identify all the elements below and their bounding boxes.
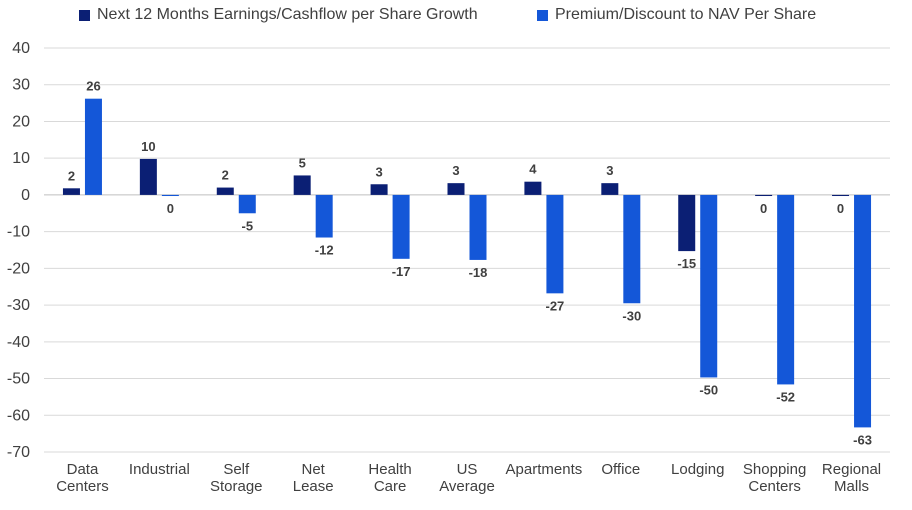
legend-item-earnings-growth: Next 12 Months Earnings/Cashflow per Sha… [79, 6, 478, 24]
y-tick-label: 10 [12, 150, 30, 167]
y-tick-label: -30 [7, 297, 30, 314]
x-tick-label: Centers [56, 478, 109, 495]
data-label-earnings-growth: 3 [375, 164, 382, 179]
bar-nav-premium [161, 194, 179, 197]
y-tick-label: 0 [21, 187, 30, 204]
data-label-nav-premium: -30 [622, 308, 641, 323]
bar-nav-premium [623, 194, 641, 304]
data-label-nav-premium: -63 [853, 432, 872, 447]
data-label-nav-premium: -52 [776, 389, 795, 404]
data-label-nav-premium: -17 [392, 264, 411, 279]
bar-nav-premium [84, 98, 102, 195]
y-tick-label: -60 [7, 407, 30, 424]
bar-earnings-growth [524, 181, 542, 195]
data-label-nav-premium: 0 [167, 201, 174, 216]
x-tick-label: Office [601, 461, 640, 478]
data-label-earnings-growth: -15 [677, 256, 696, 271]
x-tick-label: Industrial [129, 461, 190, 478]
x-tick-label: Storage [210, 478, 263, 495]
bar-nav-premium [469, 194, 487, 260]
x-tick-label: Data [67, 461, 99, 478]
x-tick-label: Self [223, 461, 250, 478]
y-tick-label: 40 [12, 40, 30, 57]
bar-nav-premium [854, 194, 872, 428]
x-tick-label: US [457, 461, 478, 478]
x-tick-label: Apartments [506, 461, 583, 478]
data-label-earnings-growth: 3 [606, 163, 613, 178]
legend: Next 12 Months Earnings/Cashflow per Sha… [0, 6, 912, 26]
data-label-nav-premium: -5 [241, 218, 253, 233]
legend-item-nav-premium: Premium/Discount to NAV Per Share [537, 6, 816, 24]
bar-earnings-growth [755, 194, 773, 197]
y-tick-label: -20 [7, 260, 30, 277]
data-label-nav-premium: -50 [699, 382, 718, 397]
bar-earnings-growth [601, 183, 619, 195]
bar-nav-premium [392, 194, 410, 259]
y-tick-label: -70 [7, 444, 30, 461]
x-tick-label: Care [374, 478, 407, 495]
data-label-nav-premium: -12 [315, 243, 334, 258]
x-tick-label: Net [302, 461, 326, 478]
legend-label-nav-premium: Premium/Discount to NAV Per Share [555, 6, 817, 23]
y-tick-label: 20 [12, 113, 30, 130]
y-tick-label: 30 [12, 77, 30, 94]
bar-nav-premium [700, 194, 718, 378]
bar-earnings-growth [62, 188, 80, 195]
x-tick-label: Lodging [671, 461, 724, 478]
x-tick-label: Average [439, 478, 495, 495]
data-label-earnings-growth: 4 [529, 162, 537, 177]
x-tick-label: Malls [834, 478, 869, 495]
y-tick-label: -40 [7, 334, 30, 351]
bar-nav-premium [546, 194, 564, 294]
bar-nav-premium [315, 194, 333, 238]
y-tick-label: -10 [7, 224, 30, 241]
data-label-earnings-growth: 2 [68, 168, 75, 183]
legend-swatch-nav-premium [537, 9, 548, 21]
bar-earnings-growth [216, 187, 234, 195]
bar-nav-premium [777, 194, 795, 385]
data-label-earnings-growth: 0 [837, 201, 844, 216]
bar-earnings-growth [370, 184, 388, 195]
x-tick-label: Health [368, 461, 411, 478]
legend-label-earnings-growth: Next 12 Months Earnings/Cashflow per Sha… [97, 6, 478, 23]
x-tick-label: Lease [293, 478, 334, 495]
data-label-nav-premium: 26 [86, 79, 100, 94]
x-tick-label: Regional [822, 461, 881, 478]
data-label-earnings-growth: 2 [222, 168, 229, 183]
bar-earnings-growth [678, 194, 696, 252]
data-label-earnings-growth: 5 [299, 155, 306, 170]
bar-earnings-growth [139, 158, 157, 195]
x-tick-label: Centers [748, 478, 801, 495]
data-label-nav-premium: -18 [469, 265, 488, 280]
data-label-nav-premium: -27 [546, 298, 565, 313]
bar-earnings-growth [832, 194, 850, 197]
data-label-earnings-growth: 0 [760, 201, 767, 216]
bar-nav-premium [238, 194, 256, 214]
bar-earnings-growth [293, 175, 311, 195]
y-tick-label: -50 [7, 371, 30, 388]
bar-earnings-growth [447, 183, 465, 195]
x-tick-label: Shopping [743, 461, 806, 478]
data-label-earnings-growth: 10 [141, 139, 155, 154]
legend-swatch-earnings-growth [79, 9, 90, 21]
data-label-earnings-growth: 3 [452, 163, 459, 178]
